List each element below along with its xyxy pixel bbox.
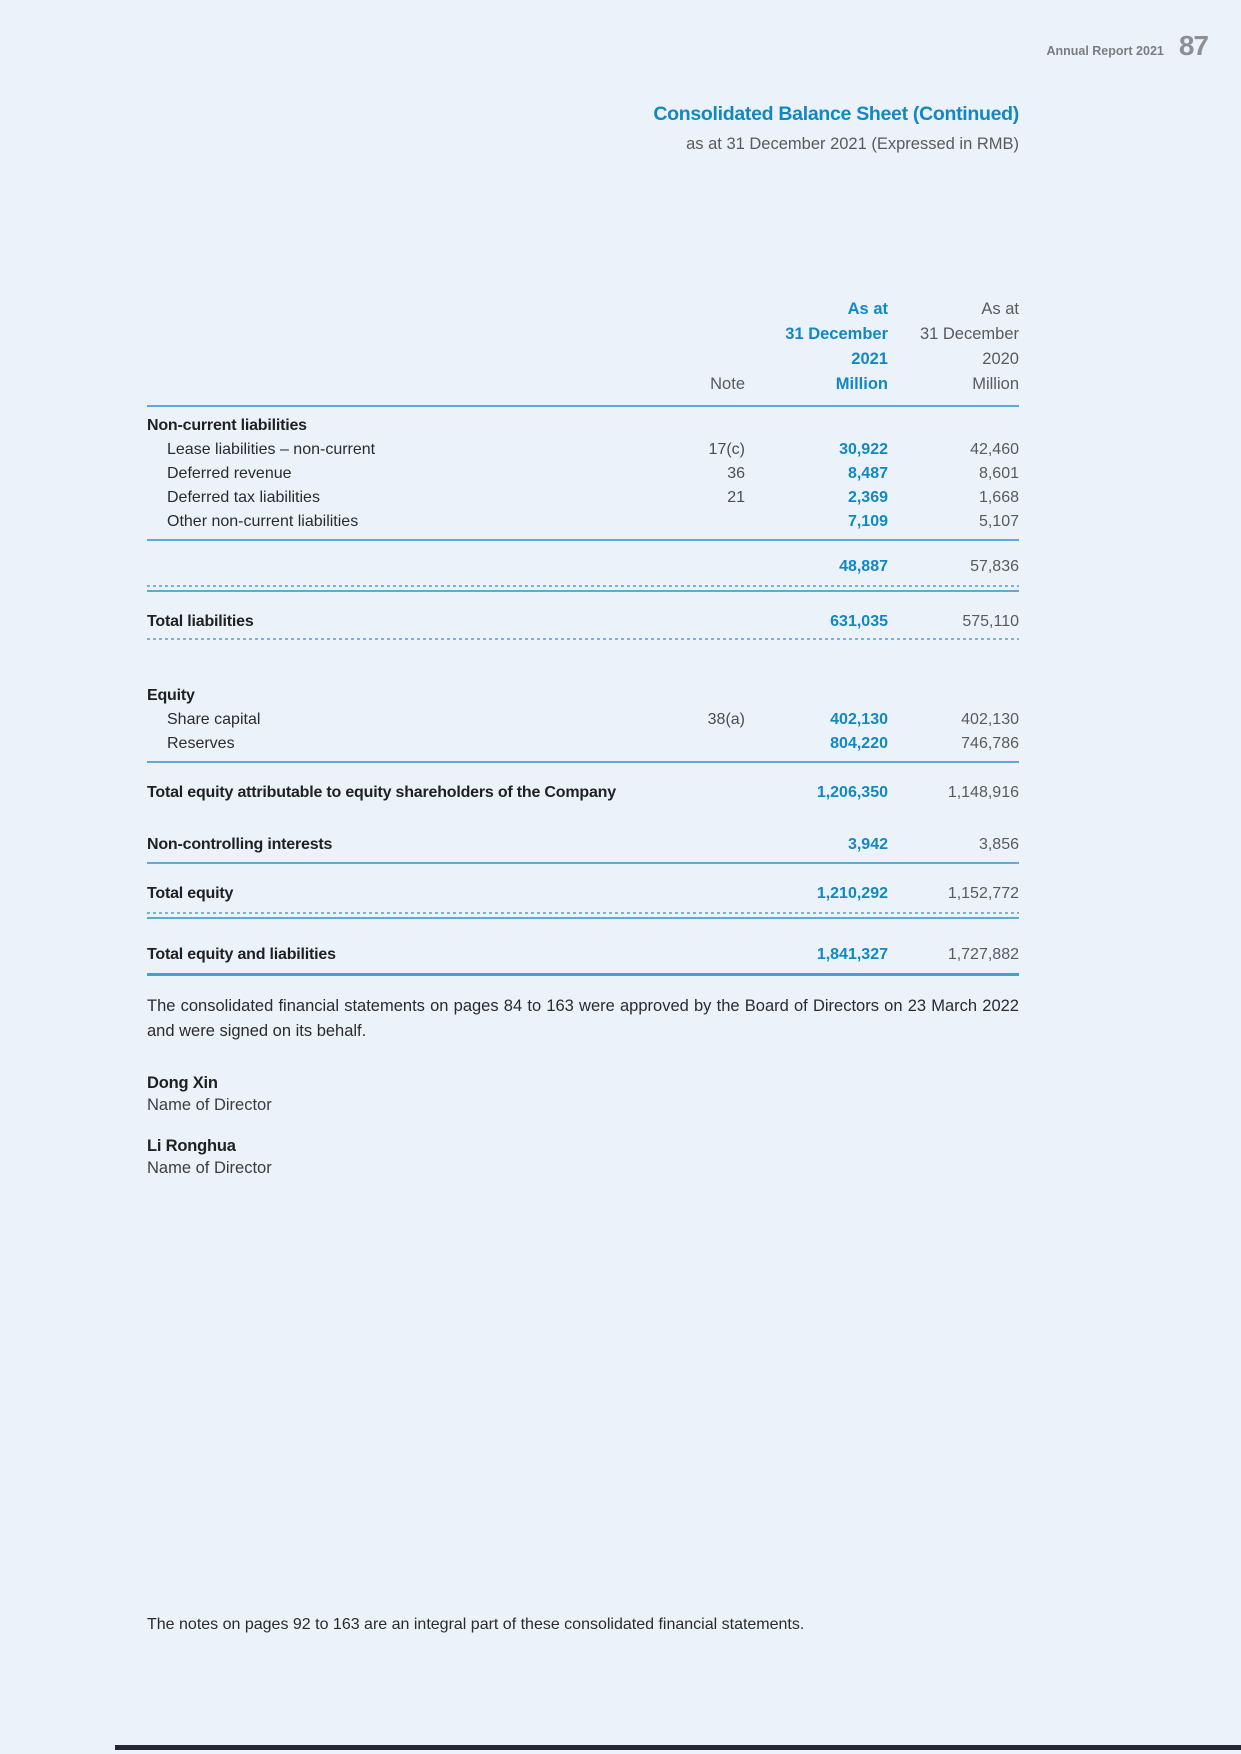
row-reserves: Reserves 804,220 746,786 bbox=[147, 732, 1019, 756]
row-value-2021: 2,369 bbox=[847, 489, 888, 506]
row-value-2020: 42,460 bbox=[970, 441, 1019, 458]
row-note: 17(c) bbox=[708, 441, 745, 458]
row-value-2021: 3,942 bbox=[847, 836, 888, 853]
row-label: Non-current liabilities bbox=[147, 417, 307, 434]
row-label: Total equity bbox=[147, 885, 234, 902]
row-value-2021: 1,841,327 bbox=[816, 946, 888, 963]
row-label: Non-controlling interests bbox=[147, 836, 333, 853]
balance-sheet-table: Note As at 31 December 2021 Million As a… bbox=[147, 297, 1019, 1178]
row-value-2020: 1,148,916 bbox=[947, 784, 1019, 801]
footer-note: The notes on pages 92 to 163 are an inte… bbox=[147, 1616, 805, 1633]
column-header-2021-line4: Million bbox=[835, 375, 888, 393]
row-note: 21 bbox=[727, 489, 745, 506]
row-note: 38(a) bbox=[707, 711, 745, 728]
page-number: 87 bbox=[1178, 30, 1209, 61]
header-rule bbox=[147, 405, 1019, 407]
row-label: Total liabilities bbox=[147, 613, 254, 630]
section-rule bbox=[147, 761, 1019, 763]
approval-paragraph: The consolidated financial statements on… bbox=[147, 997, 1019, 1040]
section-rule bbox=[147, 539, 1019, 541]
column-header-2021-line1: As at bbox=[847, 300, 888, 318]
row-total-equity: Total equity 1,210,292 1,152,772 bbox=[147, 864, 1019, 906]
row-value-2020: 5,107 bbox=[978, 513, 1019, 530]
row-label: Lease liabilities – non-current bbox=[167, 441, 376, 458]
row-label: Total equity and liabilities bbox=[147, 946, 336, 963]
row-value-2020: 3,856 bbox=[978, 836, 1019, 853]
row-value-2021: 8,487 bbox=[847, 465, 888, 482]
row-value-2020: 746,786 bbox=[961, 735, 1019, 752]
column-headers: Note As at 31 December 2021 Million As a… bbox=[147, 297, 1019, 397]
row-value-2020: 1,727,882 bbox=[947, 946, 1019, 963]
column-header-2020-line1: As at bbox=[981, 300, 1019, 318]
director-role: Name of Director bbox=[147, 1159, 272, 1177]
column-header-2020: As at 31 December 2020 Million bbox=[888, 297, 1019, 397]
row-lease-liabilities: Lease liabilities – non-current 17(c) 30… bbox=[147, 438, 1019, 462]
column-header-note: Note bbox=[710, 375, 745, 393]
dotted-rule bbox=[147, 638, 1019, 640]
row-label: Other non-current liabilities bbox=[167, 513, 359, 530]
bottom-decoration-bar bbox=[115, 1745, 1241, 1750]
running-header: Annual Report 2021 87 bbox=[1046, 30, 1209, 62]
section-rule bbox=[147, 862, 1019, 864]
row-value-2020: 1,152,772 bbox=[947, 885, 1019, 902]
signature-block: Dong Xin Name of Director bbox=[147, 1074, 1019, 1115]
page-subtitle: as at 31 December 2021 (Expressed in RMB… bbox=[686, 135, 1019, 153]
column-header-2021-line3: 2021 bbox=[851, 350, 888, 368]
director-name: Li Ronghua bbox=[147, 1137, 236, 1155]
row-value-2020: 57,836 bbox=[970, 558, 1019, 575]
row-label: Total equity attributable to equity shar… bbox=[147, 784, 616, 801]
dotted-rule bbox=[147, 585, 1019, 587]
row-value-2021: 1,210,292 bbox=[816, 885, 888, 902]
dotted-rule bbox=[147, 912, 1019, 914]
row-deferred-revenue: Deferred revenue 36 8,487 8,601 bbox=[147, 462, 1019, 486]
row-label: Share capital bbox=[167, 711, 261, 728]
row-share-capital: Share capital 38(a) 402,130 402,130 bbox=[147, 708, 1019, 732]
column-header-2020-line4: Million bbox=[972, 375, 1019, 393]
row-equity-header: Equity bbox=[147, 684, 1019, 708]
row-value-2020: 402,130 bbox=[961, 711, 1019, 728]
document-header: Consolidated Balance Sheet (Continued) a… bbox=[653, 103, 1019, 154]
row-value-2020: 8,601 bbox=[978, 465, 1019, 482]
row-value-2021: 30,922 bbox=[839, 441, 888, 458]
row-deferred-tax-liabilities: Deferred tax liabilities 21 2,369 1,668 bbox=[147, 486, 1019, 510]
closing-rule bbox=[147, 973, 1019, 976]
row-value-2020: 1,668 bbox=[978, 489, 1019, 506]
section-rule bbox=[147, 917, 1019, 919]
report-title-label: Annual Report 2021 bbox=[1046, 44, 1164, 58]
row-label: Equity bbox=[147, 687, 195, 704]
row-label: Deferred tax liabilities bbox=[167, 489, 320, 506]
row-value-2021: 1,206,350 bbox=[816, 784, 888, 801]
row-non-current-liabilities-header: Non-current liabilities bbox=[147, 407, 1019, 438]
row-value-2021: 48,887 bbox=[839, 558, 888, 575]
row-value-2021: 7,109 bbox=[847, 513, 888, 530]
row-value-2021: 804,220 bbox=[830, 735, 888, 752]
row-note: 36 bbox=[727, 465, 745, 482]
director-role: Name of Director bbox=[147, 1096, 272, 1114]
column-header-2020-line2: 31 December bbox=[919, 325, 1019, 343]
row-non-controlling-interests: Non-controlling interests 3,942 3,856 bbox=[147, 805, 1019, 857]
column-header-2021: As at 31 December 2021 Million bbox=[745, 297, 888, 397]
row-label: Reserves bbox=[167, 735, 235, 752]
director-name: Dong Xin bbox=[147, 1074, 218, 1092]
signature-block: Li Ronghua Name of Director bbox=[147, 1137, 1019, 1178]
row-label: Deferred revenue bbox=[167, 465, 292, 482]
column-header-2020-line3: 2020 bbox=[982, 350, 1019, 368]
row-total-equity-attributable: Total equity attributable to equity shar… bbox=[147, 763, 1019, 805]
row-value-2021: 631,035 bbox=[830, 613, 888, 630]
row-value-2021: 402,130 bbox=[830, 711, 888, 728]
row-value-2020: 575,110 bbox=[962, 613, 1019, 630]
row-non-current-liabilities-subtotal: 48,887 57,836 bbox=[147, 541, 1019, 579]
section-rule bbox=[147, 590, 1019, 592]
row-total-equity-and-liabilities: Total equity and liabilities 1,841,327 1… bbox=[147, 919, 1019, 967]
page-title: Consolidated Balance Sheet (Continued) bbox=[653, 103, 1019, 125]
row-other-non-current-liabilities: Other non-current liabilities 7,109 5,10… bbox=[147, 510, 1019, 534]
column-header-2021-line2: 31 December bbox=[785, 325, 888, 343]
row-total-liabilities: Total liabilities 631,035 575,110 bbox=[147, 592, 1019, 634]
